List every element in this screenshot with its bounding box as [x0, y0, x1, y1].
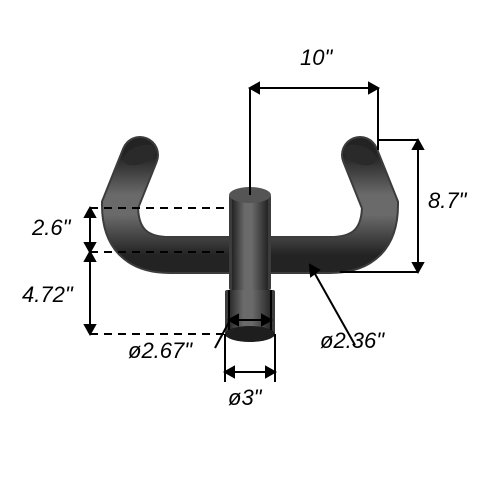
dim-base-dia: ø3" [228, 385, 261, 411]
dim-upper-stub: 2.6" [32, 215, 70, 241]
dim-upper-dia: ø2.67" [128, 338, 192, 364]
dim-arm-dia: ø2.36" [320, 328, 384, 354]
dim-right-height: 8.7" [428, 188, 466, 214]
dimension-lines [0, 0, 500, 500]
dimension-diagram: 10" 8.7" 2.6" 4.72" ø2.36" ø2.67" ø3" [0, 0, 500, 500]
dim-lower-stub: 4.72" [22, 282, 73, 308]
dim-top-width: 10" [300, 45, 332, 71]
